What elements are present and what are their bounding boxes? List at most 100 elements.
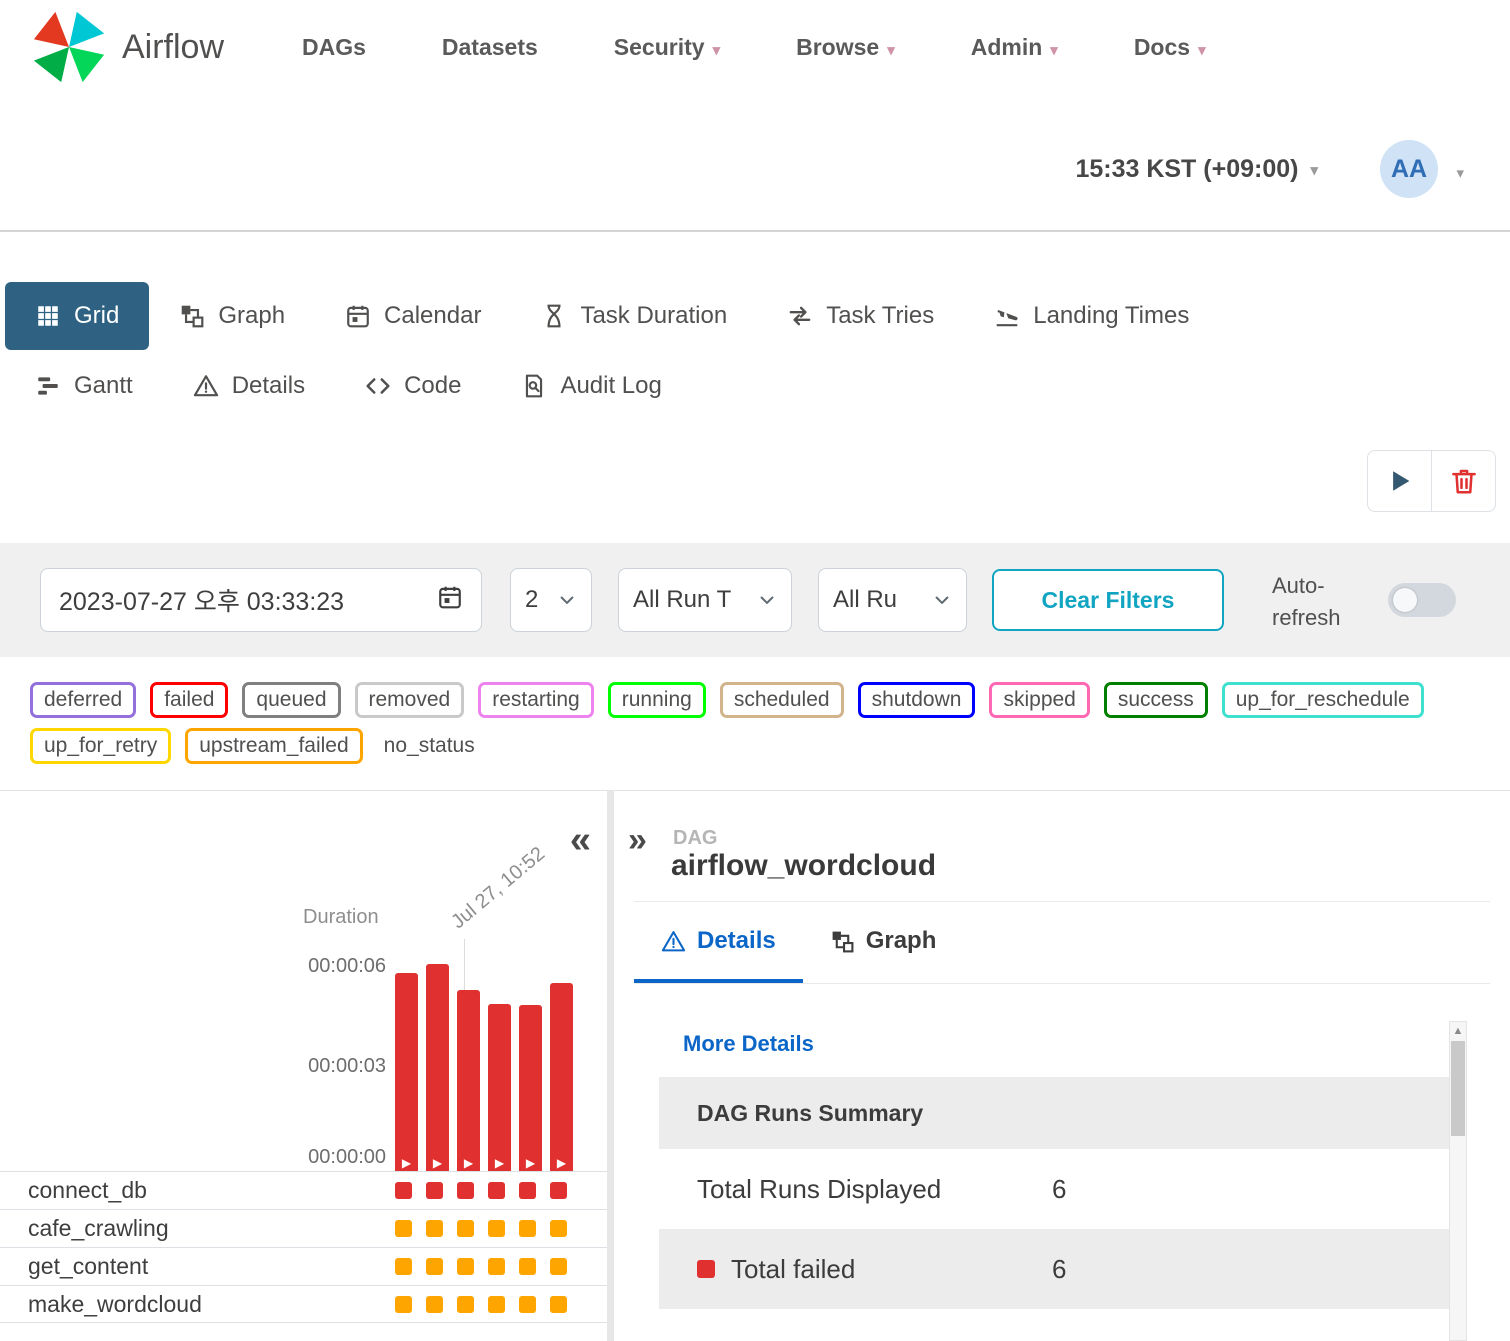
tab-grid[interactable]: Grid — [5, 282, 150, 350]
auto-refresh-toggle[interactable] — [1388, 583, 1456, 617]
airflow-logo[interactable]: Airflow — [30, 8, 224, 86]
task-instance-square[interactable] — [488, 1182, 505, 1199]
tab-audit-log[interactable]: Audit Log — [491, 352, 691, 420]
task-instance-square[interactable] — [395, 1258, 412, 1275]
task-instance-square[interactable] — [519, 1182, 536, 1199]
summary-row: Total Runs Displayed 6 — [659, 1149, 1449, 1229]
legend-running[interactable]: running — [607, 682, 706, 718]
nav-item-docs[interactable]: Docs ▾ — [1134, 34, 1206, 61]
task-instance-square[interactable] — [426, 1220, 443, 1237]
task-row-make-wordcloud[interactable]: make_wordcloud — [0, 1285, 607, 1323]
nav-item-dags[interactable]: DAGs — [302, 34, 366, 61]
collapse-grid-button[interactable]: « — [569, 819, 591, 861]
legend-skipped[interactable]: skipped — [989, 682, 1090, 718]
task-instance-square[interactable] — [395, 1295, 412, 1313]
tab-graph[interactable]: Graph — [149, 282, 315, 350]
run-states-select[interactable]: All Ru — [818, 568, 967, 632]
tab-calendar[interactable]: Calendar — [315, 282, 511, 350]
trigger-dag-button[interactable] — [1367, 450, 1432, 512]
task-instance-square[interactable] — [457, 1182, 474, 1199]
task-instance-square[interactable] — [488, 1295, 505, 1313]
legend-deferred[interactable]: deferred — [30, 682, 137, 718]
scroll-up-arrow-icon[interactable]: ▲ — [1452, 1025, 1464, 1037]
tab-landing-times[interactable]: Landing Times — [964, 282, 1219, 350]
tab-label: Task Duration — [580, 302, 728, 329]
tab-gantt[interactable]: Gantt — [5, 352, 163, 420]
panel-rule — [634, 901, 1490, 902]
legend-success[interactable]: success — [1103, 682, 1208, 718]
expand-details-button[interactable]: » — [628, 821, 647, 859]
legend-up-for-reschedule[interactable]: up_for_reschedule — [1221, 682, 1424, 718]
tab-task-duration[interactable]: Task Duration — [511, 282, 757, 350]
warning-icon — [661, 929, 686, 954]
chevron-down-icon[interactable]: ▾ — [1456, 165, 1464, 182]
task-instance-square[interactable] — [488, 1220, 505, 1237]
nav-item-admin[interactable]: Admin ▾ — [971, 34, 1058, 61]
legend-failed[interactable]: failed — [150, 682, 229, 718]
task-instance-square[interactable] — [519, 1220, 536, 1237]
detail-tab-details[interactable]: Details — [634, 903, 803, 983]
scrollbar-thumb[interactable] — [1451, 1041, 1465, 1136]
clear-filters-button[interactable]: Clear Filters — [992, 569, 1224, 631]
avatar[interactable]: AA — [1380, 140, 1438, 198]
dag-run-bar[interactable]: ▶ — [488, 1004, 511, 1171]
task-instance-squares — [395, 1220, 567, 1237]
tab-details[interactable]: Details — [163, 352, 335, 420]
tab-task-tries[interactable]: Task Tries — [757, 282, 964, 350]
task-instance-square[interactable] — [395, 1182, 412, 1199]
main-nav: DAGs Datasets Security ▾ Browse ▾ Admin ▾ Docs ▾ — [302, 34, 1206, 61]
legend-shutdown[interactable]: shutdown — [857, 682, 976, 718]
task-instance-square[interactable] — [457, 1220, 474, 1237]
summary-table-header: DAG Runs Summary — [659, 1077, 1449, 1149]
legend-removed[interactable]: removed — [354, 682, 465, 718]
num-runs-select[interactable]: 2 — [510, 568, 592, 632]
tab-label: Audit Log — [560, 372, 662, 399]
main-content: « Duration Jul 27, 10:52 00:00:06 00:00:0… — [0, 790, 1510, 1341]
task-row-get-content[interactable]: get_content — [0, 1247, 607, 1285]
vertical-scrollbar[interactable]: ▲ — [1449, 1021, 1467, 1341]
task-instance-square[interactable] — [550, 1295, 567, 1313]
task-instance-square[interactable] — [395, 1220, 412, 1237]
audit-icon — [521, 373, 547, 399]
dag-title: airflow_wordcloud — [671, 849, 937, 882]
delete-dag-button[interactable] — [1431, 450, 1496, 512]
task-instance-square[interactable] — [457, 1258, 474, 1275]
base-date-input[interactable]: 2023-07-27 오후 03:33:23 — [40, 568, 482, 632]
task-instance-square[interactable] — [519, 1295, 536, 1313]
task-name: connect_db — [28, 1177, 147, 1203]
nav-item-label: Security — [613, 34, 705, 60]
legend-upstream-failed[interactable]: upstream_failed — [185, 728, 363, 764]
more-details-link[interactable]: More Details — [683, 1031, 814, 1056]
panel-divider[interactable] — [607, 791, 614, 1341]
task-row-connect-db[interactable]: connect_db — [0, 1171, 607, 1209]
dag-run-bar[interactable]: ▶ — [457, 990, 480, 1171]
detail-tab-graph[interactable]: Graph — [803, 903, 964, 983]
summary-row-label: Total Runs Displayed — [697, 1173, 942, 1204]
task-instance-square[interactable] — [519, 1258, 536, 1275]
dag-run-bar[interactable]: ▶ — [519, 1005, 542, 1171]
task-instance-square[interactable] — [426, 1182, 443, 1199]
task-instance-square[interactable] — [550, 1258, 567, 1275]
chevron-down-icon — [932, 590, 952, 610]
tab-code[interactable]: Code — [335, 352, 491, 420]
run-types-select[interactable]: All Run T — [618, 568, 792, 632]
nav-item-security[interactable]: Security ▾ — [614, 34, 720, 61]
task-instance-square[interactable] — [426, 1258, 443, 1275]
legend-scheduled[interactable]: scheduled — [719, 682, 844, 718]
nav-item-datasets[interactable]: Datasets — [442, 34, 538, 61]
dag-run-bar[interactable]: ▶ — [426, 964, 449, 1171]
task-instance-square[interactable] — [457, 1295, 474, 1313]
legend-queued[interactable]: queued — [242, 682, 341, 718]
clock-dropdown[interactable]: 15:33 KST (+09:00) ▾ — [1075, 155, 1318, 184]
task-instance-square[interactable] — [488, 1258, 505, 1275]
task-row-cafe-crawling[interactable]: cafe_crawling — [0, 1209, 607, 1247]
retries-icon — [787, 303, 813, 329]
nav-item-browse[interactable]: Browse ▾ — [796, 34, 895, 61]
task-instance-square[interactable] — [550, 1220, 567, 1237]
task-instance-square[interactable] — [426, 1295, 443, 1313]
dag-run-bar[interactable]: ▶ — [550, 983, 573, 1171]
task-instance-square[interactable] — [550, 1182, 567, 1199]
dag-run-bar[interactable]: ▶ — [395, 973, 418, 1171]
legend-restarting[interactable]: restarting — [478, 682, 594, 718]
legend-up-for-retry[interactable]: up_for_retry — [30, 728, 172, 764]
